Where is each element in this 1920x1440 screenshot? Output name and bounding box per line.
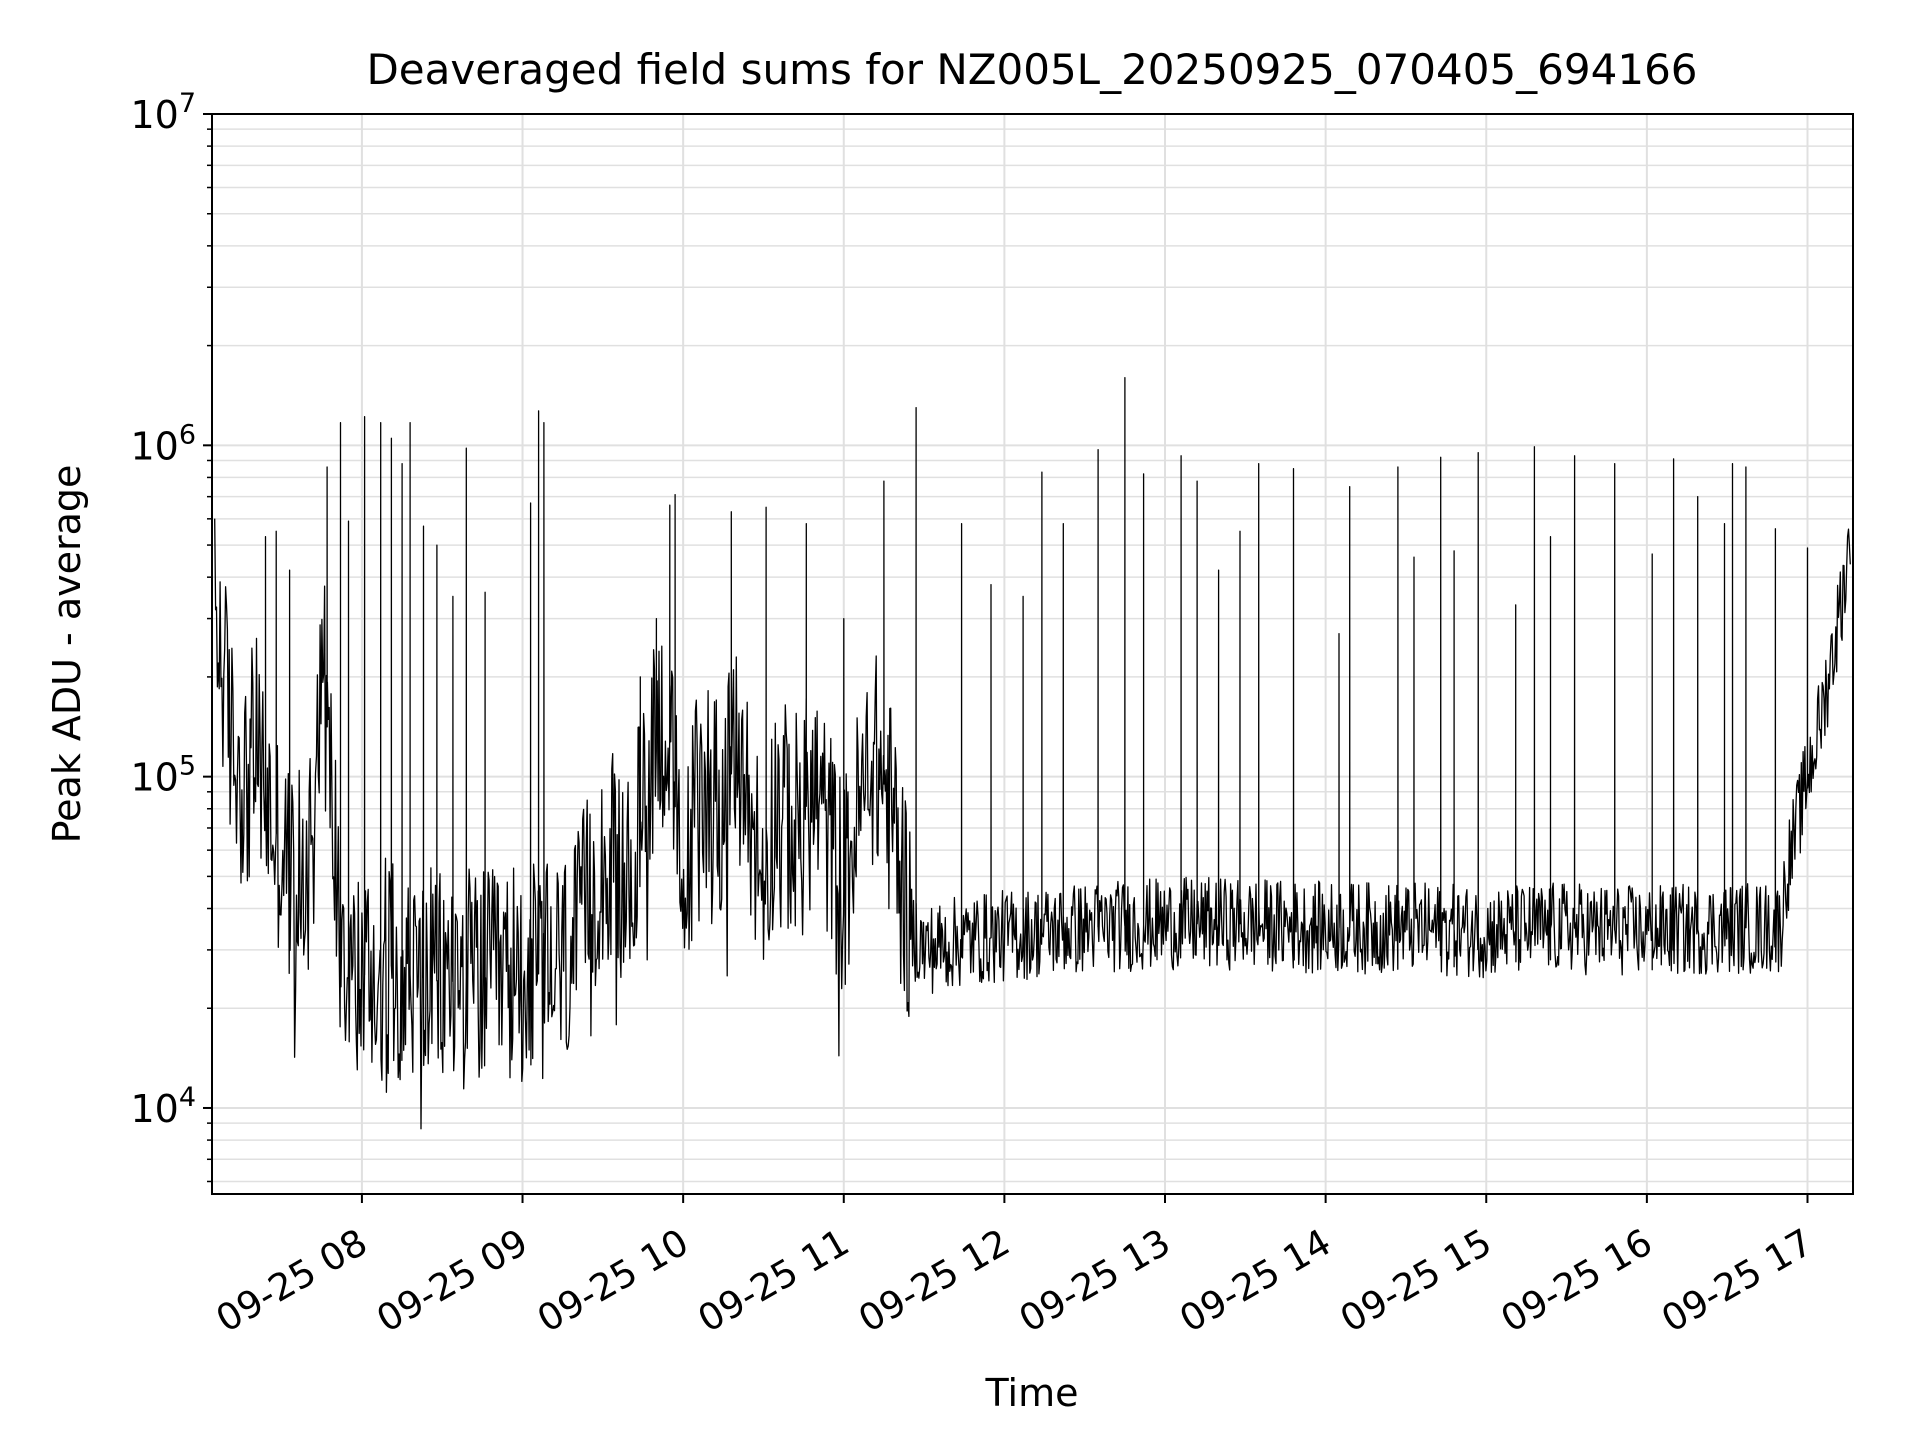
y-axis-label: Peak ADU - average [45,465,89,844]
y-tick-label: 107 [130,88,196,137]
plot-frame [211,113,1854,1195]
y-tick-label: 106 [130,419,196,468]
series-line [214,377,1851,1130]
series-line-group [214,377,1851,1130]
y-tick-label: 104 [130,1082,196,1131]
chart-title: Deaveraged field sums for NZ005L_2025092… [366,45,1697,94]
x-axis-label: Time [985,1371,1079,1415]
y-tick-label: 105 [130,751,196,800]
